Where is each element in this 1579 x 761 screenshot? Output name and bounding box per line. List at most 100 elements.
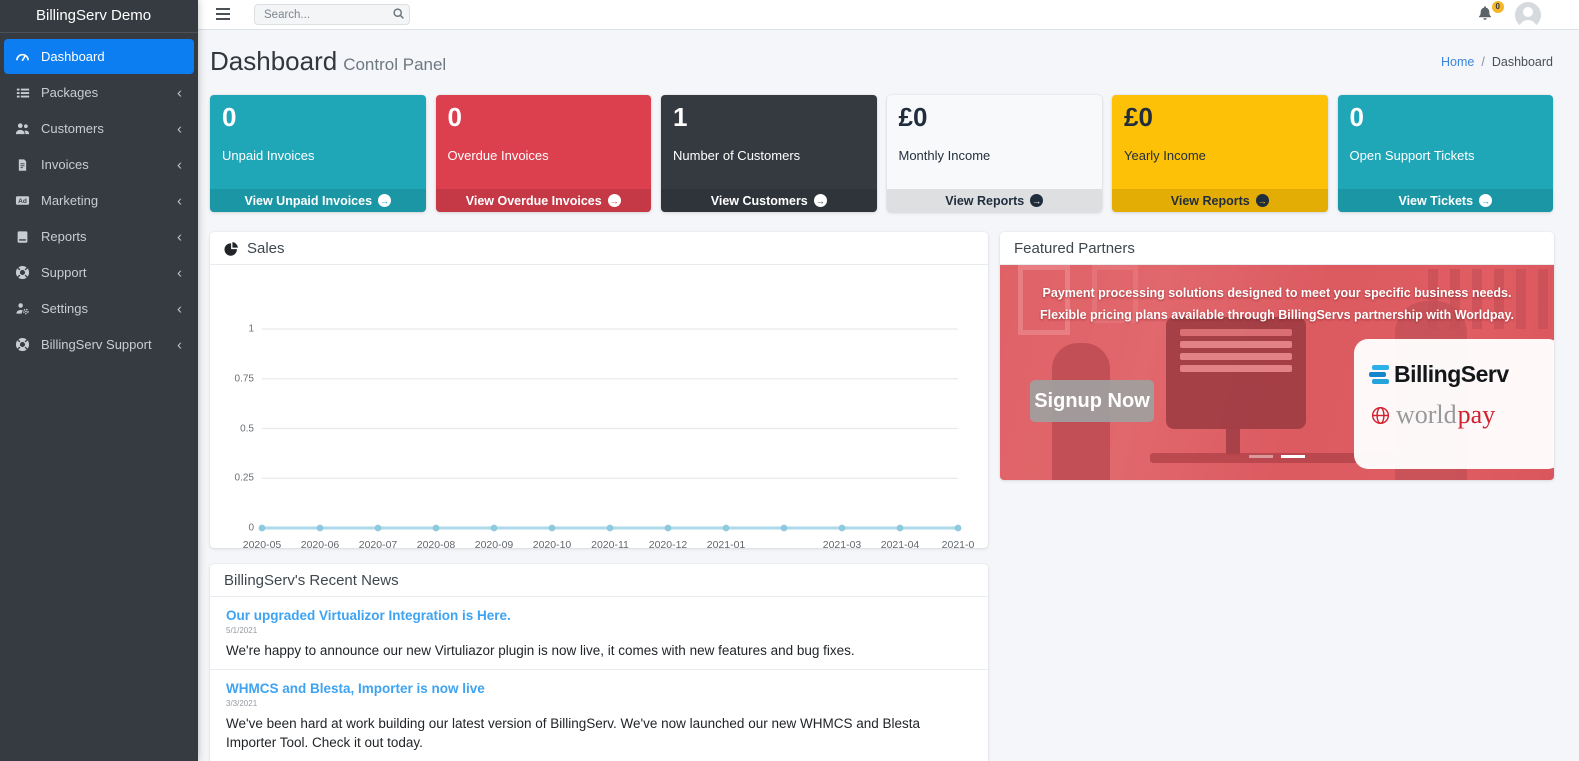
news-item-title-link[interactable]: WHMCS and Blesta, Importer is now live [226,680,485,696]
sales-chart: 0 0.25 0.5 0.75 1 2020-05 2020-06 2020-07 2020-… [210,265,988,552]
news-item-title-link[interactable]: Our upgraded Virtualizor Integration is … [226,608,511,623]
arrow-circle-right-icon [378,194,392,207]
sidebar-item-reports[interactable]: Reports ‹ [4,219,194,254]
stat-cards-row: 0 Unpaid Invoices View Unpaid Invoices 0… [210,95,1553,212]
view-reports-link[interactable]: View Reports [1112,189,1328,212]
chart-y-axis: 0 0.25 0.5 0.75 1 [234,323,254,534]
sidebar-item-label: Packages [41,85,99,100]
sales-panel-header: Sales [210,232,988,265]
banner-photo-shape [1018,265,1070,335]
life-ring-icon [14,265,31,281]
sidebar-item-label: Invoices [41,157,89,172]
signup-now-button[interactable]: Signup Now [1030,380,1154,422]
life-ring-icon [14,337,31,353]
banner-photo-shape [1150,453,1410,463]
sidebar: BillingServ Demo Dashboard Packages ‹ [0,0,198,761]
view-overdue-invoices-link[interactable]: View Overdue Invoices [435,189,651,212]
stat-value: 0 [1349,102,1364,132]
sidebar-item-customers[interactable]: Customers ‹ [4,111,194,146]
partner-banner[interactable]: Payment processing solutions designed to… [1000,265,1554,480]
hamburger-icon[interactable] [216,8,232,23]
notifications-button[interactable]: 0 [1477,1,1504,23]
news-item-date: 5/1/2021 [226,626,258,635]
banner-photo-shape [1226,429,1240,455]
stat-label: Monthly Income [898,147,991,163]
carousel-dot-2[interactable] [1281,455,1305,458]
banner-line-2: Flexible pricing plans available through… [1040,307,1514,322]
sidebar-item-label: Marketing [41,193,99,208]
notification-badge: 0 [1491,1,1504,13]
list-icon [14,85,31,101]
tachometer-icon [14,49,31,65]
chevron-left-icon: ‹ [177,120,182,137]
bell-icon [1478,6,1492,20]
partner-logo-box: BillingServ world pay [1354,339,1554,469]
top-navbar: 0 [198,0,1579,30]
sidebar-item-billingserv-support[interactable]: BillingServ Support ‹ [4,327,194,362]
view-tickets-link[interactable]: View Tickets [1337,189,1553,212]
sidebar-item-label: Customers [41,121,104,136]
stat-label: Open Support Tickets [1349,147,1475,163]
news-panel-title: BillingServ's Recent News [224,571,399,589]
svg-text:Ad: Ad [18,198,27,205]
sidebar-item-label: Reports [41,229,87,244]
stat-label: Yearly Income [1124,147,1206,163]
billingserv-logo: BillingServ [1369,361,1554,388]
chevron-left-icon: ‹ [177,300,182,317]
chevron-left-icon: ‹ [177,84,182,101]
arrow-circle-right-icon [1479,194,1493,207]
breadcrumb-current: Dashboard [1491,55,1553,69]
stat-value: 1 [673,102,688,132]
page-subtitle: Control Panel [343,55,447,74]
news-panel: BillingServ's Recent News Our upgraded V… [210,564,988,761]
banner-text: Payment processing solutions designed to… [1000,283,1554,327]
sidebar-item-label: BillingServ Support [41,337,152,352]
sidebar-item-settings[interactable]: Settings ‹ [4,291,194,326]
view-unpaid-invoices-link[interactable]: View Unpaid Invoices [210,189,426,212]
breadcrumb-separator: / [1481,55,1485,69]
partners-panel-header: Featured Partners [1000,232,1554,265]
news-item: Our upgraded Virtualizor Integration is … [210,597,988,670]
view-customers-link[interactable]: View Customers [661,189,877,212]
sales-panel: Sales 0 0.25 0.5 0.75 1 2020-05 2020-06 2020-0… [210,232,988,552]
chevron-left-icon: ‹ [177,336,182,353]
search-icon[interactable] [390,7,406,22]
brand-link[interactable]: BillingServ Demo [0,0,198,33]
stat-card-number-of-customers: 1 Number of Customers View Customers [661,95,877,212]
chart-plot-area [258,328,962,532]
arrow-circle-right-icon [813,194,827,207]
partners-panel-title: Featured Partners [1014,239,1135,257]
arrow-circle-right-icon [607,194,621,207]
arrow-circle-right-icon [1030,194,1044,207]
search-box [254,4,410,25]
sidebar-item-packages[interactable]: Packages ‹ [4,75,194,110]
user-avatar[interactable] [1515,2,1541,28]
sidebar-item-label: Support [41,265,87,280]
sidebar-item-invoices[interactable]: Invoices ‹ [4,147,194,182]
worldpay-logo: world pay [1370,400,1554,430]
pie-chart-icon [224,241,239,256]
sidebar-item-support[interactable]: Support ‹ [4,255,194,290]
search-input[interactable] [255,5,385,24]
sales-panel-title: Sales [247,239,285,257]
sidebar-item-dashboard[interactable]: Dashboard [4,39,194,74]
stat-label: Unpaid Invoices [222,147,315,163]
page-title: Dashboard [210,46,338,76]
breadcrumb-home-link[interactable]: Home [1441,55,1475,69]
stat-card-open-support-tickets: 0 Open Support Tickets View Tickets [1337,95,1553,212]
carousel-dot-1[interactable] [1249,455,1273,458]
view-reports-link[interactable]: View Reports [886,189,1102,212]
stat-label: Number of Customers [673,147,801,163]
users-icon [14,121,31,137]
arrow-circle-right-icon [1255,194,1269,207]
sidebar-item-marketing[interactable]: Ad Marketing ‹ [4,183,194,218]
billingserv-logo-icon [1369,365,1389,384]
stat-value: £0 [1124,102,1153,132]
stat-value: 0 [222,102,237,132]
stat-card-yearly-income: £0 Yearly Income View Reports [1112,95,1328,212]
page-head: Dashboard Control Panel Home / Dashboard [210,46,1553,82]
stat-card-overdue-invoices: 0 Overdue Invoices View Overdue Invoices [435,95,651,212]
news-panel-header: BillingServ's Recent News [210,564,988,597]
sidebar-item-label: Settings [41,301,88,316]
book-icon [14,229,31,245]
